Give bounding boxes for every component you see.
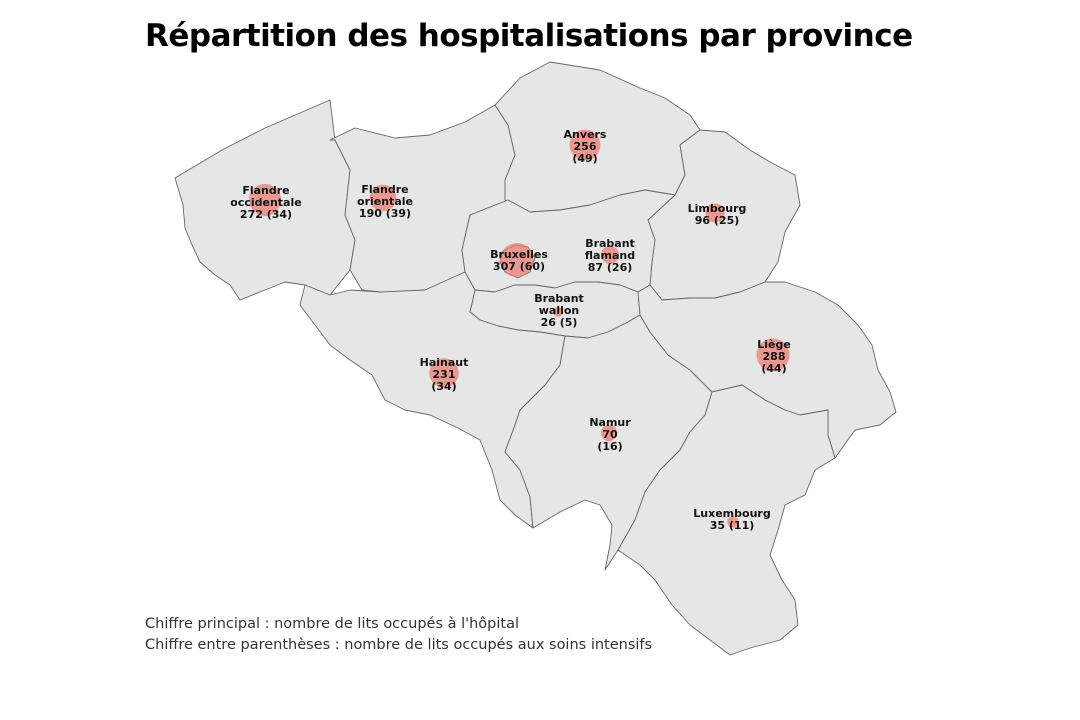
label-flandre-orientale-name-line-0: Flandre: [361, 183, 408, 196]
map-notes: Chiffre principal : nombre de lits occup…: [145, 614, 652, 656]
label-flandre-occidentale-name-line-0: Flandre: [242, 184, 289, 197]
bubble-flandre-occidentale: [249, 184, 281, 216]
label-flandre-orientale-value: 190 (39): [359, 207, 411, 220]
province-luxembourg[interactable]: [617, 384, 836, 656]
note-parenthesis-figure: Chiffre entre parenthèses : nombre de li…: [145, 637, 653, 653]
map-title: Répartition des hospitalisations par pro…: [145, 18, 913, 54]
label-hainaut-name-line-1: 231: [433, 368, 456, 381]
bubble-brabant-wallon: [553, 307, 563, 317]
label-brabant-flamand-name-line-0: Brabant: [585, 237, 635, 250]
label-anvers-value: (49): [572, 152, 597, 165]
label-bruxelles-name-line-0: Bruxelles: [490, 248, 548, 261]
label-limbourg-name-line-0: Limbourg: [688, 202, 747, 215]
bubble-flandre-orientale: [369, 184, 397, 212]
label-namur-value: (16): [597, 440, 622, 453]
label-limbourg-value: 96 (25): [695, 214, 740, 227]
label-namur-name-line-1: 70: [602, 428, 618, 441]
label-luxembourg-value: 35 (11): [710, 519, 755, 532]
label-flandre-orientale-name-line-1: orientale: [357, 195, 413, 208]
note-main-figure: Chiffre principal : nombre de lits occup…: [145, 616, 520, 632]
bubble-anvers: [569, 129, 601, 161]
bubble-luxembourg: [727, 516, 739, 528]
label-bruxelles-value: 307 (60): [493, 260, 545, 273]
label-hainaut-value: (34): [431, 380, 456, 393]
province-shapes: [174, 61, 897, 656]
bubble-liege: [756, 338, 790, 372]
label-luxembourg-name-line-0: Luxembourg: [693, 507, 770, 520]
label-namur-name-line-0: Namur: [589, 416, 631, 429]
bubble-layer: [249, 129, 790, 528]
bubble-limbourg: [705, 203, 725, 223]
bubble-namur: [600, 424, 618, 442]
label-brabant-flamand-name-line-1: flamand: [585, 249, 635, 262]
label-hainaut-name-line-0: Hainaut: [420, 356, 469, 369]
bubble-hainaut: [429, 358, 459, 388]
label-liege-name-line-1: 288: [763, 350, 786, 363]
label-flandre-occidentale-name-line-1: occidentale: [230, 196, 301, 209]
label-liege-name-line-0: Liège: [757, 338, 791, 351]
label-liege-value: (44): [761, 362, 786, 375]
label-brabant-flamand-value: 87 (26): [588, 261, 633, 274]
bubble-bruxelles: [500, 243, 534, 277]
label-brabant-wallon-value: 26 (5): [541, 316, 578, 329]
bubble-brabant-flamand: [601, 246, 619, 264]
label-flandre-occidentale-value: 272 (34): [240, 208, 292, 221]
label-brabant-wallon-name-line-1: wallon: [539, 304, 580, 317]
label-anvers-name-line-1: 256: [574, 140, 597, 153]
label-anvers-name-line-0: Anvers: [564, 128, 607, 141]
label-brabant-wallon-name-line-0: Brabant: [534, 292, 584, 305]
